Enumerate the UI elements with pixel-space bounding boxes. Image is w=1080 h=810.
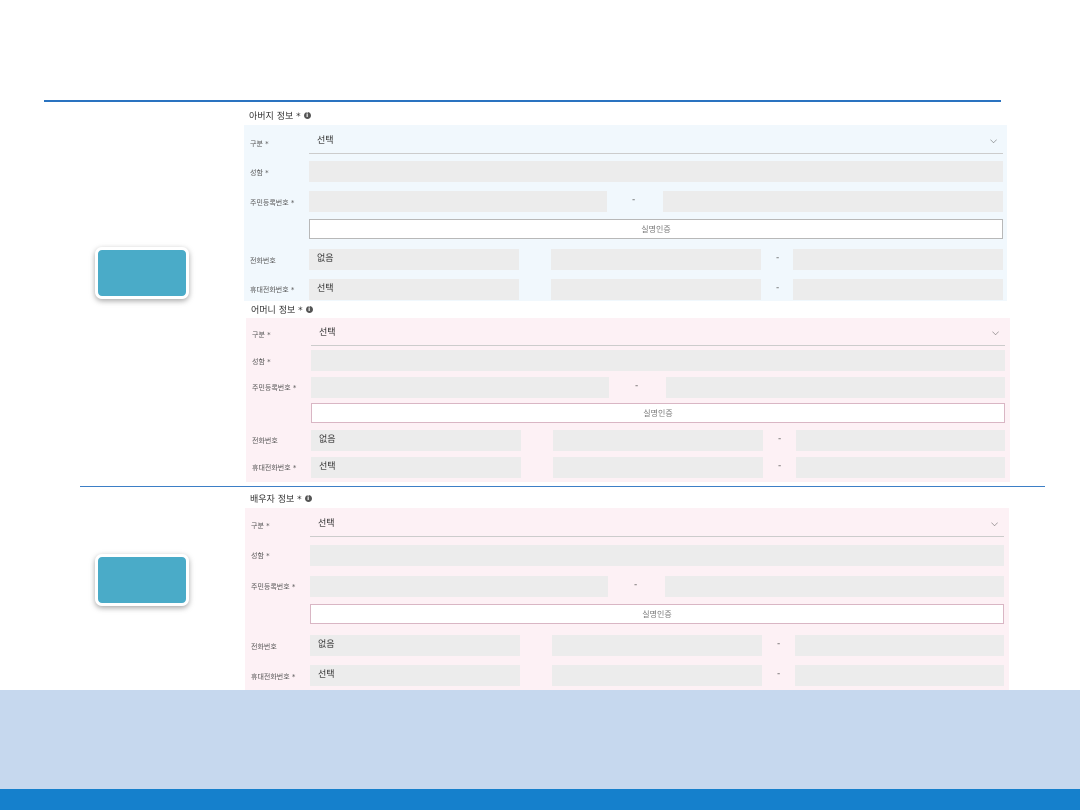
spouse-mobile-select[interactable]: 선택 bbox=[310, 665, 520, 686]
father-mobile-mid-input[interactable] bbox=[551, 279, 761, 300]
father-name-input[interactable] bbox=[309, 161, 1003, 182]
info-icon[interactable]: i bbox=[304, 495, 312, 502]
chevron-down-icon: ⌵ bbox=[992, 328, 999, 338]
father-mobile-dash: - bbox=[776, 283, 780, 293]
chevron-down-icon: ⌵ bbox=[991, 519, 998, 529]
mother-verify-button[interactable]: 실명인증 bbox=[311, 403, 1005, 423]
father-form-panel bbox=[244, 125, 1007, 301]
spouse-phone-last-input[interactable] bbox=[795, 635, 1004, 656]
father-phone-last-input[interactable] bbox=[793, 249, 1003, 270]
spouse-section-button[interactable] bbox=[95, 554, 189, 606]
father-rrn-dash: - bbox=[632, 195, 636, 205]
spouse-phone-label: 전화번호 bbox=[251, 643, 277, 651]
father-rrn-front-input[interactable] bbox=[309, 191, 607, 212]
spouse-mobile-mid-input[interactable] bbox=[552, 665, 762, 686]
mother-mobile-select[interactable]: 선택 bbox=[311, 457, 521, 478]
spouse-type-label: 구분 * bbox=[251, 522, 270, 530]
father-verify-button[interactable]: 실명인증 bbox=[309, 219, 1003, 239]
father-phone-dash: - bbox=[776, 253, 780, 263]
bottom-note-band bbox=[0, 690, 1080, 790]
father-type-select[interactable]: 선택 ⌵ bbox=[309, 128, 1003, 154]
mother-name-input[interactable] bbox=[311, 350, 1005, 371]
mother-type-select[interactable]: 선택 ⌵ bbox=[311, 320, 1005, 346]
mother-rrn-label: 주민등록번호 * bbox=[252, 384, 297, 392]
father-type-label: 구분 * bbox=[250, 140, 269, 148]
father-type-value: 선택 bbox=[317, 136, 334, 146]
spouse-phone-dash: - bbox=[777, 639, 781, 649]
mother-mobile-dash: - bbox=[778, 461, 782, 471]
father-phone-mid-input[interactable] bbox=[551, 249, 761, 270]
mother-type-value: 선택 bbox=[319, 328, 336, 338]
spouse-mobile-last-input[interactable] bbox=[795, 665, 1004, 686]
spouse-mobile-label: 휴대전화번호 * bbox=[251, 673, 296, 681]
spouse-title-text: 배우자 정보 * bbox=[250, 495, 302, 505]
mother-type-label: 구분 * bbox=[252, 331, 271, 339]
spouse-rrn-dash: - bbox=[634, 580, 638, 590]
spouse-name-input[interactable] bbox=[310, 545, 1004, 566]
father-phone-select[interactable]: 없음 bbox=[309, 249, 519, 270]
father-mobile-label: 휴대전화번호 * bbox=[250, 286, 295, 294]
mother-rrn-front-input[interactable] bbox=[311, 377, 609, 398]
spouse-type-value: 선택 bbox=[318, 519, 335, 529]
info-icon[interactable]: i bbox=[305, 306, 313, 313]
mother-phone-select[interactable]: 없음 bbox=[311, 430, 521, 451]
father-section-button[interactable] bbox=[95, 247, 189, 299]
mother-phone-label: 전화번호 bbox=[252, 437, 278, 445]
spouse-form-panel bbox=[245, 508, 1009, 690]
father-section-title: 아버지 정보 * i bbox=[249, 109, 311, 122]
father-phone-label: 전화번호 bbox=[250, 257, 276, 265]
spouse-mobile-dash: - bbox=[777, 669, 781, 679]
top-divider bbox=[44, 100, 1001, 102]
middle-divider bbox=[80, 486, 1045, 487]
spouse-verify-button[interactable]: 실명인증 bbox=[310, 604, 1004, 624]
mother-phone-dash: - bbox=[778, 434, 782, 444]
mother-mobile-mid-input[interactable] bbox=[553, 457, 763, 478]
father-rrn-label: 주민등록번호 * bbox=[250, 199, 295, 207]
mother-phone-mid-input[interactable] bbox=[553, 430, 763, 451]
spouse-rrn-label: 주민등록번호 * bbox=[251, 583, 296, 591]
chevron-down-icon: ⌵ bbox=[990, 136, 997, 146]
spouse-phone-select[interactable]: 없음 bbox=[310, 635, 520, 656]
spouse-section-title: 배우자 정보 * i bbox=[250, 492, 312, 505]
mother-name-label: 성함 * bbox=[252, 358, 271, 366]
father-mobile-last-input[interactable] bbox=[793, 279, 1003, 300]
mother-rrn-dash: - bbox=[635, 381, 639, 391]
spouse-name-label: 성함 * bbox=[251, 552, 270, 560]
spouse-type-select[interactable]: 선택 ⌵ bbox=[310, 511, 1004, 537]
mother-phone-last-input[interactable] bbox=[796, 430, 1005, 451]
spouse-phone-mid-input[interactable] bbox=[552, 635, 762, 656]
spouse-rrn-back-input[interactable] bbox=[665, 576, 1004, 597]
father-rrn-back-input[interactable] bbox=[663, 191, 1003, 212]
mother-rrn-back-input[interactable] bbox=[666, 377, 1005, 398]
father-name-label: 성함 * bbox=[250, 169, 269, 177]
info-icon[interactable]: i bbox=[303, 112, 311, 119]
mother-mobile-last-input[interactable] bbox=[796, 457, 1005, 478]
mother-section-title: 어머니 정보 * i bbox=[251, 303, 313, 316]
father-title-text: 아버지 정보 * bbox=[249, 112, 301, 122]
footer-bar bbox=[0, 789, 1080, 810]
mother-title-text: 어머니 정보 * bbox=[251, 306, 303, 316]
spouse-rrn-front-input[interactable] bbox=[310, 576, 608, 597]
mother-mobile-label: 휴대전화번호 * bbox=[252, 464, 297, 472]
father-mobile-select[interactable]: 선택 bbox=[309, 279, 519, 300]
